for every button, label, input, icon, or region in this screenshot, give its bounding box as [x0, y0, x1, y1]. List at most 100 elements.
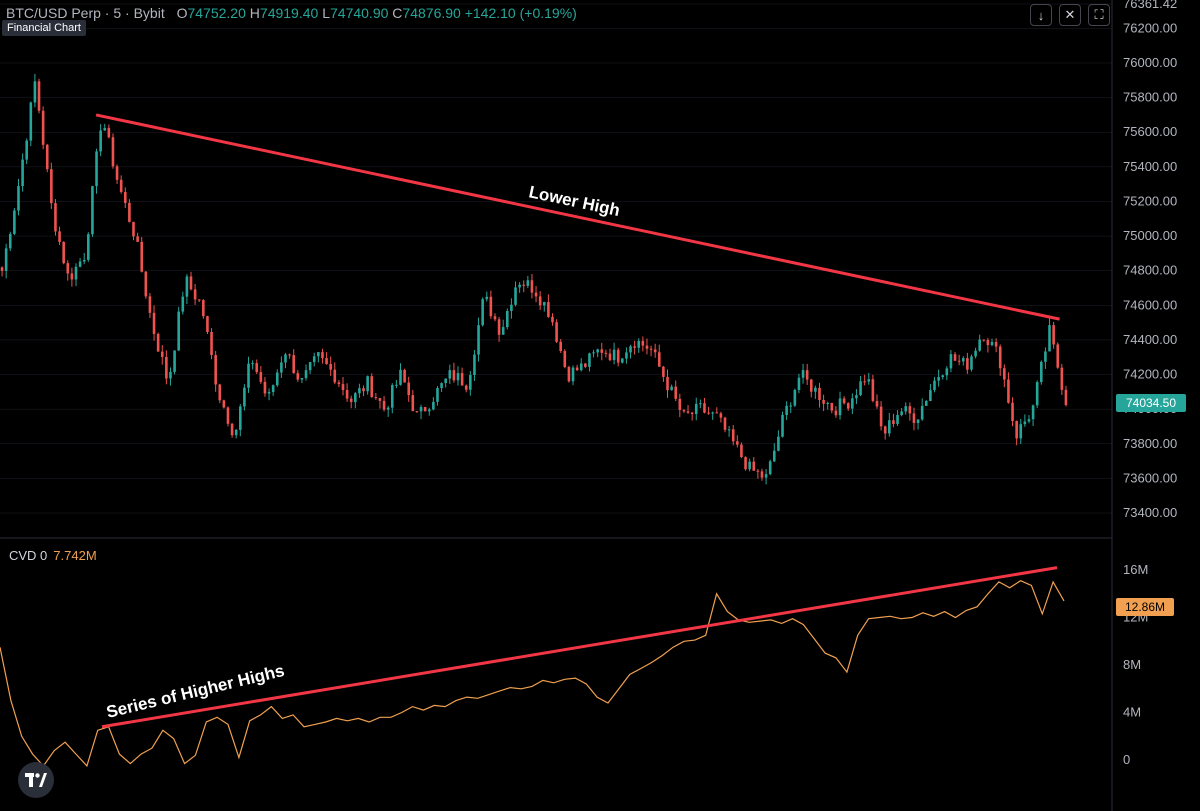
candle[interactable]	[66, 263, 70, 274]
candle[interactable]	[1023, 421, 1027, 425]
candle[interactable]	[748, 461, 751, 470]
candle[interactable]	[892, 420, 895, 424]
candle[interactable]	[165, 356, 168, 379]
candle[interactable]	[555, 322, 558, 342]
candle[interactable]	[284, 354, 287, 363]
candle[interactable]	[354, 393, 357, 403]
candle[interactable]	[744, 457, 747, 470]
candle[interactable]	[834, 410, 838, 416]
candle[interactable]	[929, 390, 932, 401]
candle[interactable]	[45, 144, 49, 170]
candle[interactable]	[160, 351, 164, 357]
candle[interactable]	[867, 379, 871, 382]
candle[interactable]	[382, 400, 386, 410]
candle[interactable]	[267, 392, 271, 394]
candle[interactable]	[308, 362, 312, 371]
candle[interactable]	[740, 444, 743, 458]
candle[interactable]	[193, 289, 197, 300]
candle[interactable]	[727, 429, 731, 431]
candle[interactable]	[916, 419, 920, 424]
candle[interactable]	[888, 420, 891, 434]
collapse-icon[interactable]: ✕	[1059, 4, 1081, 26]
candle[interactable]	[62, 241, 65, 264]
candle[interactable]	[793, 389, 797, 406]
candle[interactable]	[551, 316, 554, 323]
candle[interactable]	[477, 325, 480, 355]
candle[interactable]	[859, 381, 862, 396]
candle[interactable]	[206, 316, 209, 333]
candle[interactable]	[768, 461, 772, 475]
candle[interactable]	[8, 233, 12, 249]
candle[interactable]	[666, 376, 669, 391]
candle[interactable]	[386, 407, 390, 410]
candle[interactable]	[731, 429, 735, 442]
candle[interactable]	[25, 140, 28, 160]
candle[interactable]	[74, 266, 78, 280]
candle[interactable]	[78, 261, 82, 267]
candle[interactable]	[403, 369, 406, 383]
candle[interactable]	[641, 340, 645, 346]
candle[interactable]	[818, 387, 821, 401]
candle[interactable]	[436, 388, 439, 402]
candle[interactable]	[292, 355, 295, 374]
candle[interactable]	[243, 387, 246, 407]
candle[interactable]	[506, 311, 509, 328]
candle[interactable]	[1052, 325, 1055, 345]
candle[interactable]	[341, 384, 345, 390]
candle[interactable]	[148, 296, 152, 313]
candle[interactable]	[1027, 419, 1031, 422]
candle[interactable]	[896, 414, 899, 424]
candle[interactable]	[296, 373, 300, 380]
candle[interactable]	[214, 355, 217, 385]
candle[interactable]	[427, 409, 431, 412]
candle[interactable]	[395, 384, 398, 386]
candle[interactable]	[1064, 389, 1068, 406]
candle[interactable]	[115, 166, 119, 180]
candle[interactable]	[961, 358, 965, 362]
candle[interactable]	[1056, 344, 1060, 368]
candle[interactable]	[358, 388, 361, 394]
candle[interactable]	[489, 296, 493, 317]
candle[interactable]	[526, 280, 530, 286]
candle[interactable]	[600, 349, 604, 353]
candle[interactable]	[842, 398, 846, 404]
candle[interactable]	[1040, 361, 1043, 383]
candle[interactable]	[255, 363, 259, 373]
candle[interactable]	[547, 302, 550, 317]
candle[interactable]	[82, 259, 86, 262]
candle[interactable]	[210, 332, 213, 356]
candle[interactable]	[423, 407, 427, 412]
candle[interactable]	[699, 403, 702, 405]
candle[interactable]	[156, 333, 160, 352]
candle[interactable]	[855, 395, 858, 399]
candle[interactable]	[275, 372, 279, 386]
candle[interactable]	[851, 398, 854, 409]
candle[interactable]	[830, 402, 834, 411]
candle[interactable]	[974, 350, 977, 357]
candle[interactable]	[452, 370, 456, 381]
candle[interactable]	[473, 354, 476, 376]
candle[interactable]	[949, 354, 953, 369]
candle[interactable]	[616, 349, 620, 363]
candle[interactable]	[440, 383, 443, 389]
candle[interactable]	[567, 366, 571, 382]
candle[interactable]	[953, 354, 957, 361]
candle[interactable]	[871, 379, 875, 401]
candle[interactable]	[197, 299, 201, 301]
candle[interactable]	[814, 387, 817, 392]
candle[interactable]	[941, 375, 945, 378]
candle[interactable]	[501, 327, 505, 335]
candle[interactable]	[58, 231, 61, 242]
candle[interactable]	[674, 386, 678, 399]
candle[interactable]	[998, 346, 1002, 369]
candle[interactable]	[510, 304, 513, 312]
candle[interactable]	[678, 398, 682, 410]
candle[interactable]	[222, 400, 226, 408]
candle[interactable]	[522, 284, 526, 286]
candle[interactable]	[777, 436, 780, 451]
candle[interactable]	[407, 382, 411, 396]
candle[interactable]	[822, 400, 825, 404]
candle[interactable]	[325, 358, 328, 365]
candle[interactable]	[169, 371, 172, 379]
